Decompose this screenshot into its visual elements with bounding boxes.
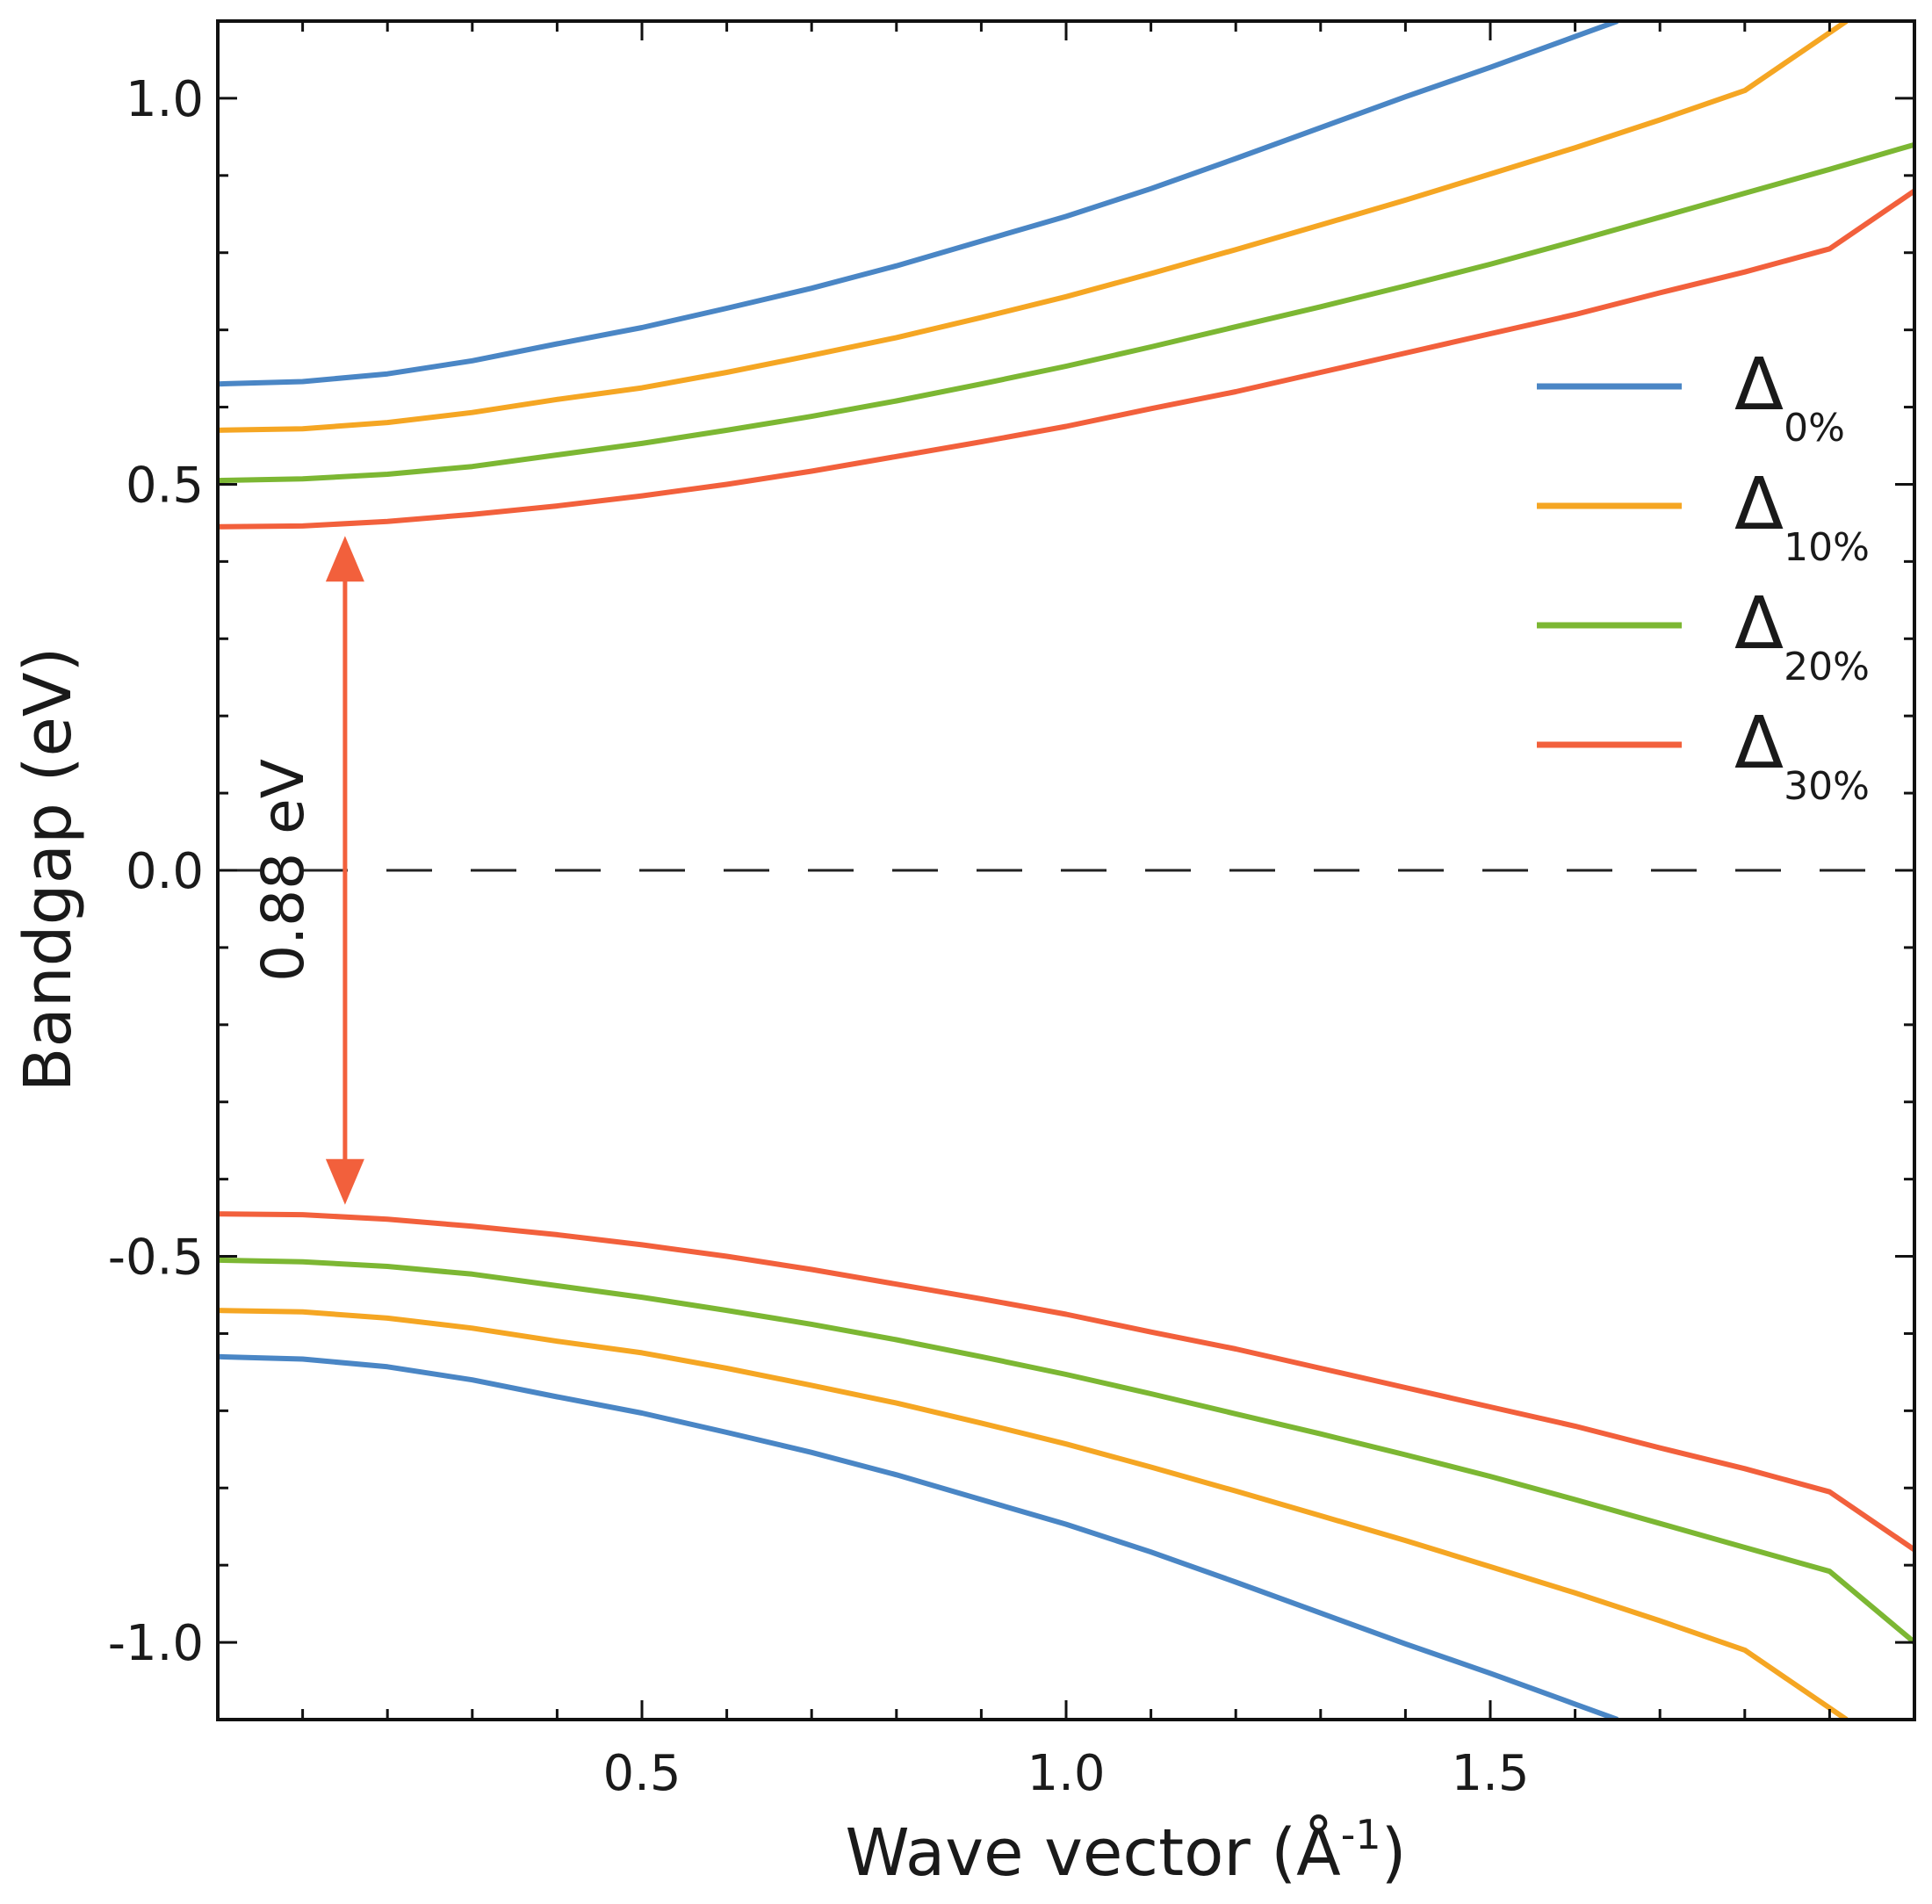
- series-10pct-valence-band: [218, 1308, 1849, 1720]
- legend-label-0pct: Δ0%: [1734, 343, 1845, 451]
- series-0pct-valence-band: [218, 1353, 1618, 1720]
- legend-label-30pct: Δ30%: [1734, 702, 1870, 809]
- gap-arrow-head-bottom: [325, 1158, 364, 1205]
- legend: Δ0% Δ10% Δ20% Δ30%: [1537, 343, 1870, 809]
- y-tick-label: -0.5: [108, 1230, 204, 1287]
- y-tick-label: 0.5: [126, 457, 204, 514]
- y-tick-label: -1.0: [108, 1615, 204, 1672]
- axis-labels: Wave vector (Å-1) Bandgap (eV): [11, 647, 1407, 1891]
- ticks: 0.5 1.0 1.5 1.0 0.5 0.0 -0.5 -1.0: [108, 21, 1914, 1802]
- series-10pct-conduction-band: [218, 21, 1849, 433]
- gap-annotation: 0.88 eV: [249, 536, 364, 1205]
- series-30pct-conduction-band: [218, 188, 1914, 530]
- series-0pct-conduction-band: [218, 21, 1618, 387]
- legend-label-20pct: Δ20%: [1734, 582, 1870, 689]
- y-axis-title: Bandgap (eV): [11, 647, 86, 1093]
- y-tick-label: 1.0: [126, 71, 204, 128]
- x-tick-label: 1.0: [1027, 1745, 1105, 1802]
- legend-label-10pct: Δ10%: [1734, 463, 1870, 570]
- series-20pct-conduction-band: [218, 141, 1914, 484]
- x-tick-label: 1.5: [1451, 1745, 1529, 1802]
- gap-arrow-head-top: [325, 536, 364, 582]
- gap-value-label: 0.88 eV: [249, 759, 317, 982]
- series-30pct-valence-band: [218, 1211, 1914, 1553]
- x-axis-title: Wave vector (Å-1): [845, 1811, 1406, 1891]
- series-20pct-valence-band: [218, 1257, 1914, 1645]
- plot-curves: [218, 21, 1914, 1720]
- y-tick-label: 0.0: [126, 843, 204, 900]
- x-tick-label: 0.5: [602, 1745, 681, 1802]
